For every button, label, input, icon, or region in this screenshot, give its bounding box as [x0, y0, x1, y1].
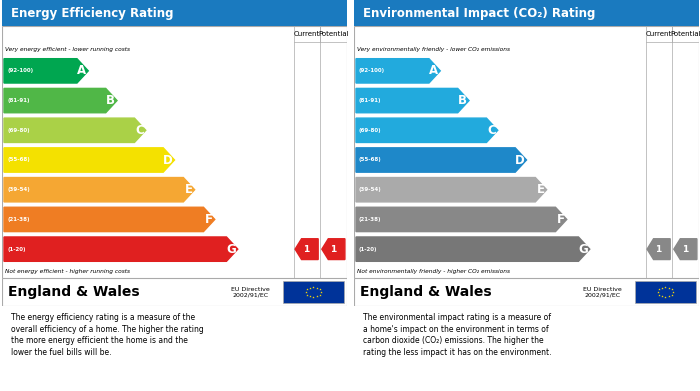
Text: 1: 1 — [304, 245, 310, 254]
Text: B: B — [458, 94, 467, 107]
Bar — [320, 26, 347, 42]
Text: Current: Current — [645, 31, 672, 37]
Text: F: F — [556, 213, 565, 226]
Text: Environmental Impact (CO₂) Rating: Environmental Impact (CO₂) Rating — [363, 7, 595, 20]
Polygon shape — [356, 178, 547, 202]
Text: EU Directive
2002/91/EC: EU Directive 2002/91/EC — [583, 287, 622, 298]
Text: (55-68): (55-68) — [7, 158, 29, 163]
Text: 1: 1 — [655, 245, 662, 254]
Text: (92-100): (92-100) — [7, 68, 33, 74]
Polygon shape — [356, 207, 567, 231]
Text: A: A — [77, 65, 86, 77]
Text: Not environmentally friendly - higher CO₂ emissions: Not environmentally friendly - higher CO… — [357, 269, 510, 273]
Bar — [672, 26, 699, 42]
Text: (1-20): (1-20) — [359, 247, 377, 252]
Polygon shape — [4, 59, 88, 83]
Text: (39-54): (39-54) — [7, 187, 29, 192]
Text: (69-80): (69-80) — [7, 128, 29, 133]
Text: (92-100): (92-100) — [359, 68, 385, 74]
Text: (55-68): (55-68) — [359, 158, 382, 163]
Text: B: B — [106, 94, 115, 107]
Text: (81-91): (81-91) — [359, 98, 382, 103]
Text: (81-91): (81-91) — [7, 98, 29, 103]
Text: Not energy efficient - higher running costs: Not energy efficient - higher running co… — [5, 269, 130, 273]
Bar — [635, 280, 696, 303]
Polygon shape — [647, 239, 670, 260]
Polygon shape — [4, 118, 146, 142]
Bar — [645, 26, 672, 42]
Text: E: E — [537, 183, 545, 196]
Text: England & Wales: England & Wales — [360, 285, 491, 299]
Polygon shape — [4, 237, 238, 261]
Text: (1-20): (1-20) — [7, 247, 25, 252]
Bar — [284, 280, 344, 303]
Polygon shape — [4, 88, 117, 113]
Polygon shape — [4, 207, 215, 231]
Text: EU Directive
2002/91/EC: EU Directive 2002/91/EC — [231, 287, 270, 298]
Text: D: D — [514, 154, 524, 167]
Text: Potential: Potential — [670, 31, 700, 37]
Text: F: F — [205, 213, 213, 226]
Bar — [293, 26, 320, 42]
Polygon shape — [356, 118, 498, 142]
Polygon shape — [356, 148, 526, 172]
Text: C: C — [135, 124, 143, 137]
Text: Energy Efficiency Rating: Energy Efficiency Rating — [10, 7, 173, 20]
Polygon shape — [356, 88, 469, 113]
Text: C: C — [487, 124, 496, 137]
Text: D: D — [163, 154, 172, 167]
Text: Very environmentally friendly - lower CO₂ emissions: Very environmentally friendly - lower CO… — [357, 47, 510, 52]
Text: G: G — [226, 243, 236, 256]
Text: (21-38): (21-38) — [359, 217, 382, 222]
Text: 1: 1 — [330, 245, 337, 254]
Text: (69-80): (69-80) — [359, 128, 382, 133]
Text: A: A — [429, 65, 438, 77]
Text: (21-38): (21-38) — [7, 217, 29, 222]
Text: G: G — [578, 243, 588, 256]
Text: The environmental impact rating is a measure of
a home's impact on the environme: The environmental impact rating is a mea… — [363, 313, 551, 357]
Polygon shape — [4, 148, 174, 172]
Polygon shape — [674, 239, 697, 260]
Polygon shape — [4, 178, 195, 202]
Text: Very energy efficient - lower running costs: Very energy efficient - lower running co… — [5, 47, 130, 52]
Polygon shape — [295, 239, 318, 260]
Text: E: E — [185, 183, 193, 196]
Text: Current: Current — [293, 31, 320, 37]
Text: The energy efficiency rating is a measure of the
overall efficiency of a home. T: The energy efficiency rating is a measur… — [10, 313, 204, 357]
Polygon shape — [322, 239, 345, 260]
Polygon shape — [356, 59, 440, 83]
Text: England & Wales: England & Wales — [8, 285, 139, 299]
Polygon shape — [356, 237, 590, 261]
Text: Potential: Potential — [318, 31, 349, 37]
Text: (39-54): (39-54) — [359, 187, 382, 192]
Text: 1: 1 — [682, 245, 689, 254]
